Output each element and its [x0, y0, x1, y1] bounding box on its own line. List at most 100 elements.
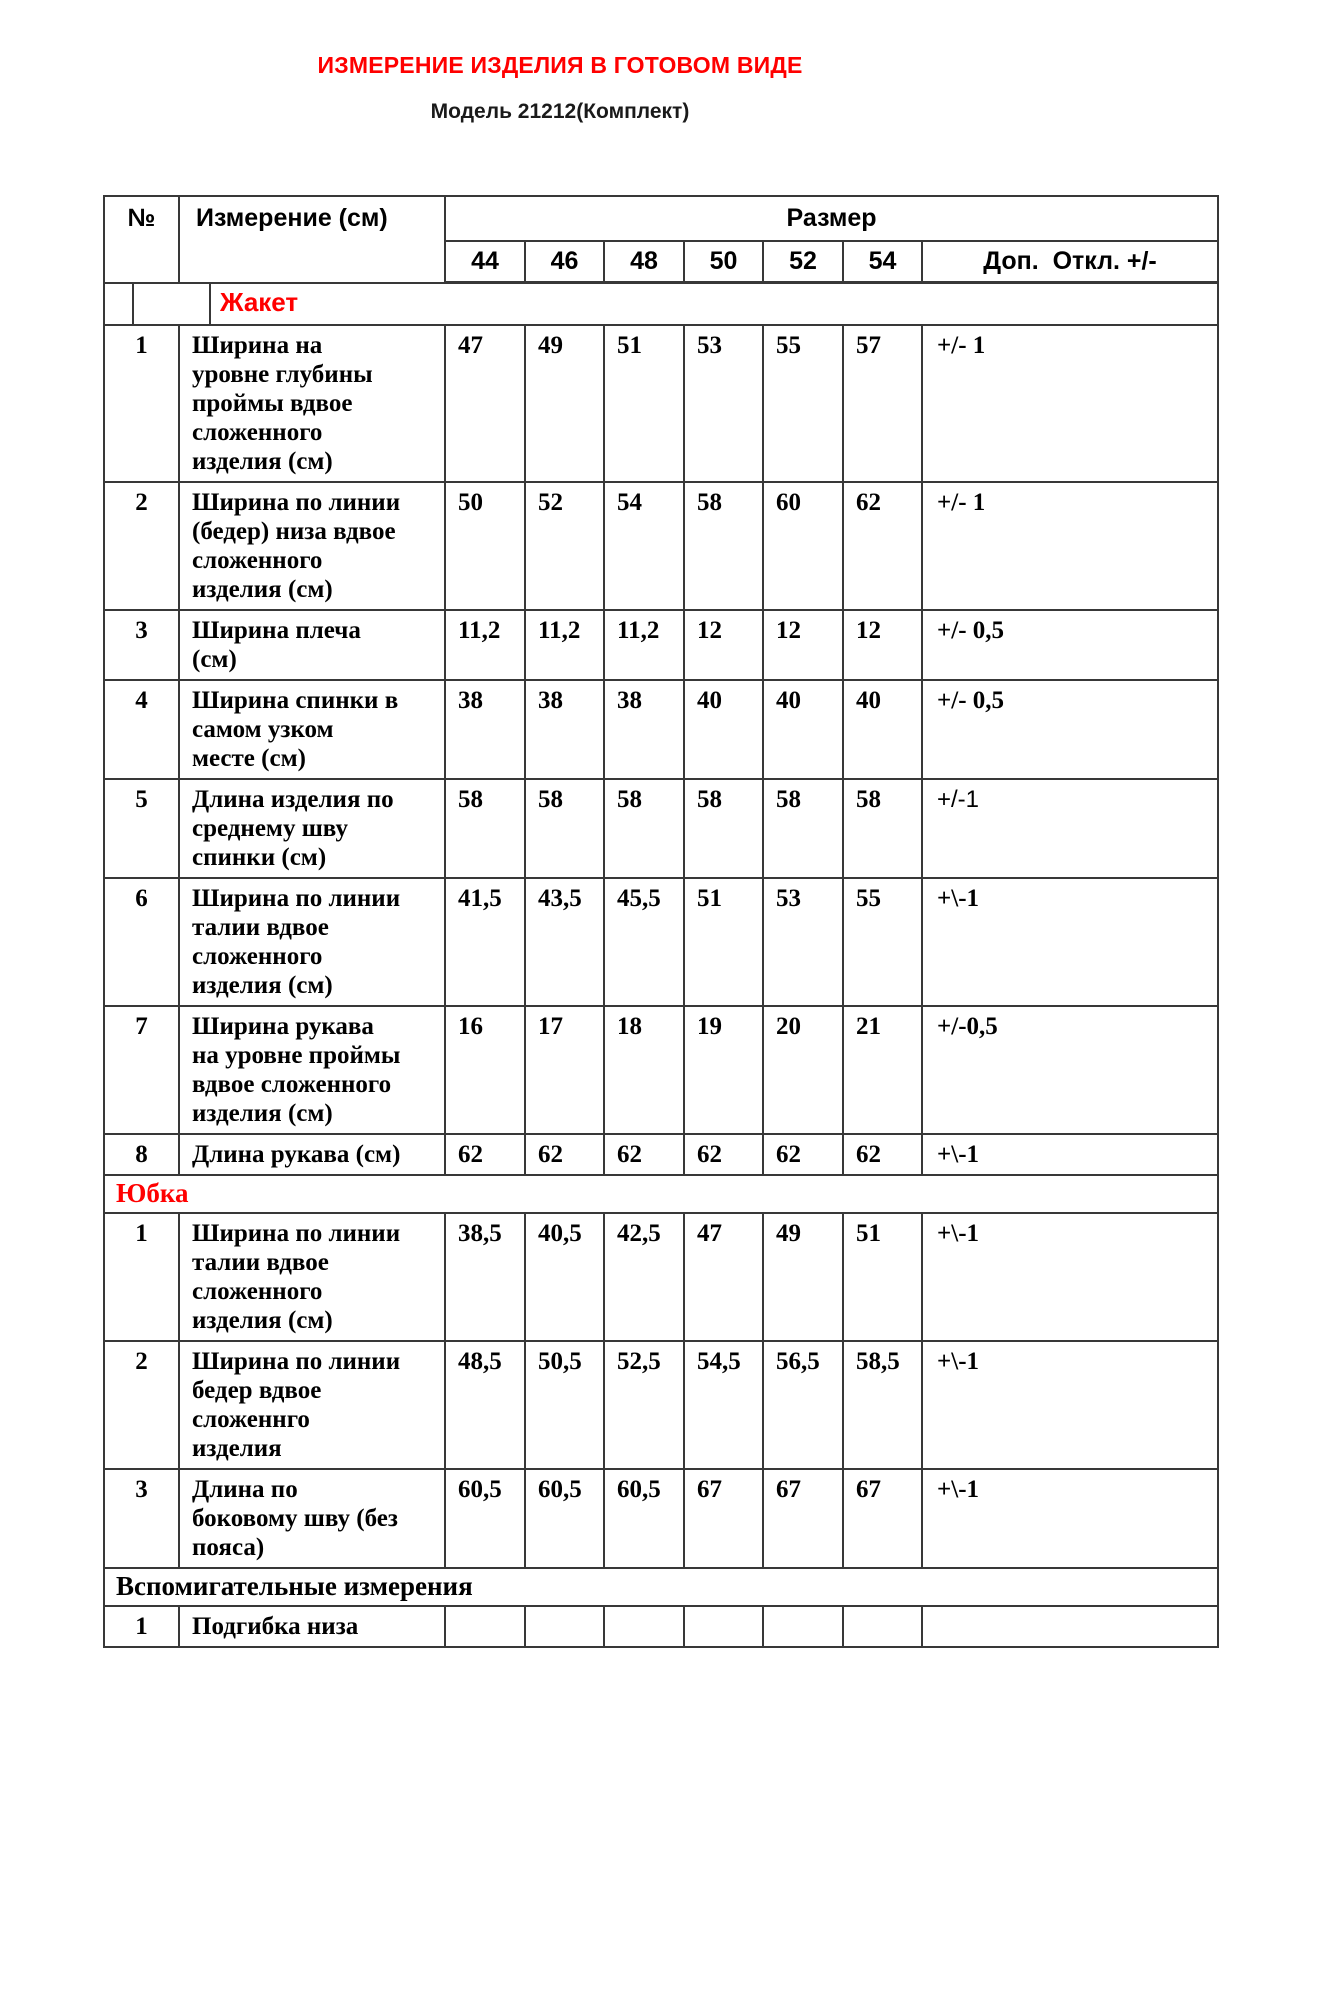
tolerance-cell	[920, 1605, 1220, 1648]
size-value-cell: 48,5	[444, 1340, 526, 1470]
measurement-name-cell: Ширина по линии талии вдвое сложенного и…	[178, 1212, 446, 1342]
size-value-cell: 43,5	[524, 877, 605, 1007]
row-number-cell: 3	[103, 1468, 180, 1569]
size-value-cell	[524, 1605, 605, 1648]
size-value-cell	[683, 1605, 764, 1648]
size-value-cell	[603, 1605, 685, 1648]
size-value-cell: 11,2	[524, 609, 605, 681]
size-col-header: 52	[762, 240, 844, 284]
size-value-cell: 54	[603, 481, 685, 611]
size-value-cell	[842, 1605, 923, 1648]
size-value-cell: 62	[444, 1133, 526, 1176]
size-value-cell: 50	[444, 481, 526, 611]
size-value-cell: 62	[524, 1133, 605, 1176]
size-value-cell: 58	[842, 778, 923, 879]
section-label: Жакет	[220, 287, 299, 317]
section-row: Вспомигательные измерения	[102, 1567, 1220, 1607]
measurement-name-cell: Ширина рукава на уровне проймы вдвое сло…	[178, 1005, 446, 1135]
measurement-name-cell: Длина изделия по среднему шву спинки (см…	[178, 778, 446, 879]
table-row: 1 Ширина на уровне глубины проймы вдвое с…	[103, 324, 1220, 483]
section-row: Юбка	[102, 1174, 1220, 1214]
measurement-column-header: Измерение (см)	[178, 195, 446, 284]
section-label: Юбка	[116, 1178, 189, 1208]
size-value-cell: 58,5	[842, 1340, 923, 1470]
table-row: 6 Ширина по линии талии вдвое сложенного …	[103, 877, 1220, 1007]
table-row: 3 Ширина плеча (см) 11,2 11,2 11,2 12 12 12 +/- …	[103, 609, 1220, 681]
section-indent-wrap: Жакет	[105, 284, 1217, 324]
size-value-cell: 52,5	[603, 1340, 685, 1470]
size-value-cell: 62	[842, 1133, 923, 1176]
size-value-cell: 41,5	[444, 877, 526, 1007]
page-title: ИЗМЕРЕНИЕ ИЗДЕЛИЯ В ГОТОВОМ ВИДЕ	[317, 52, 803, 78]
row-number-cell: 2	[103, 481, 180, 611]
table-row: 8 Длина рукава (см) 62 62 62 62 62 62 +\-1	[103, 1133, 1220, 1176]
table-row: 7 Ширина рукава на уровне проймы вдвое сл…	[103, 1005, 1220, 1135]
tolerance-cell: +/- 0,5	[920, 679, 1220, 780]
size-col-header: 44	[444, 240, 526, 284]
size-value-cell: 55	[762, 324, 844, 483]
table-row: 1 Подгибка низа	[103, 1605, 1220, 1648]
section-spacer	[105, 284, 134, 324]
row-number-cell: 3	[103, 609, 180, 681]
header-row-2: 44 46 48 50 52 54 Доп. Откл. +/-	[104, 240, 1220, 284]
size-value-cell: 62	[762, 1133, 844, 1176]
section-label-cell: Жакет	[102, 281, 1220, 326]
tolerance-cell: +\-1	[920, 1340, 1220, 1470]
size-value-cell: 21	[842, 1005, 923, 1135]
row-number-cell: 1	[103, 1605, 180, 1648]
measurement-name-cell: Ширина спинки в самом узком месте (см)	[178, 679, 446, 780]
size-value-cell: 12	[762, 609, 844, 681]
size-value-cell: 18	[603, 1005, 685, 1135]
tolerance-cell: +\-1	[920, 1212, 1220, 1342]
section-spacer	[134, 284, 211, 324]
size-value-cell: 60,5	[603, 1468, 685, 1569]
section-label-cell: Вспомигательные измерения	[102, 1567, 1220, 1607]
table-row: 1 Ширина по линии талии вдвое сложенного …	[103, 1212, 1220, 1342]
tolerance-column-header: Доп. Откл. +/-	[920, 240, 1220, 284]
size-value-cell: 12	[683, 609, 764, 681]
size-value-cell: 54,5	[683, 1340, 764, 1470]
tolerance-cell: +/- 1	[920, 324, 1220, 483]
section-row: Жакет	[102, 281, 1220, 326]
size-col-header: 50	[683, 240, 764, 284]
size-value-cell: 38,5	[444, 1212, 526, 1342]
size-value-cell: 11,2	[603, 609, 685, 681]
size-value-cell: 67	[842, 1468, 923, 1569]
measurement-name-cell: Подгибка низа	[178, 1605, 446, 1648]
size-value-cell: 53	[762, 877, 844, 1007]
size-value-cell: 62	[683, 1133, 764, 1176]
tolerance-cell: +\-1	[920, 1133, 1220, 1176]
row-number-cell: 6	[103, 877, 180, 1007]
measurement-name-cell: Ширина по линии бедер вдвое сложеннго из…	[178, 1340, 446, 1470]
row-number-cell: 1	[103, 324, 180, 483]
size-value-cell: 60,5	[444, 1468, 526, 1569]
size-value-cell: 58	[603, 778, 685, 879]
size-value-cell: 51	[842, 1212, 923, 1342]
size-value-cell: 49	[762, 1212, 844, 1342]
measurement-name-cell: Ширина по линии талии вдвое сложенного и…	[178, 877, 446, 1007]
row-number-cell: 4	[103, 679, 180, 780]
size-value-cell: 42,5	[603, 1212, 685, 1342]
size-col-header: 54	[842, 240, 923, 284]
size-value-cell: 50,5	[524, 1340, 605, 1470]
measurement-name-cell: Ширина на уровне глубины проймы вдвое сл…	[178, 324, 446, 483]
size-value-cell: 52	[524, 481, 605, 611]
size-value-cell: 11,2	[444, 609, 526, 681]
measurement-name-cell: Длина рукава (см)	[178, 1133, 446, 1176]
size-value-cell: 47	[444, 324, 526, 483]
row-number-cell: 2	[103, 1340, 180, 1470]
table-body: Жакет 1 Ширина на уровне глубины проймы вд…	[102, 281, 1220, 1648]
table-row: 5 Длина изделия по среднему шву спинки (с…	[103, 778, 1220, 879]
row-number-cell: 8	[103, 1133, 180, 1176]
size-value-cell: 40,5	[524, 1212, 605, 1342]
table-row: 2 Ширина по линии (бедер) низа вдвое слож…	[103, 481, 1220, 611]
header-row-1: № Измерение (см) Размер	[103, 195, 1220, 284]
size-value-cell: 62	[603, 1133, 685, 1176]
measurement-name-cell: Ширина плеча (см)	[178, 609, 446, 681]
row-number-cell: 5	[103, 778, 180, 879]
size-value-cell: 58	[683, 778, 764, 879]
size-value-cell: 53	[683, 324, 764, 483]
size-value-cell: 57	[842, 324, 923, 483]
size-value-cell: 67	[683, 1468, 764, 1569]
size-value-cell: 67	[762, 1468, 844, 1569]
